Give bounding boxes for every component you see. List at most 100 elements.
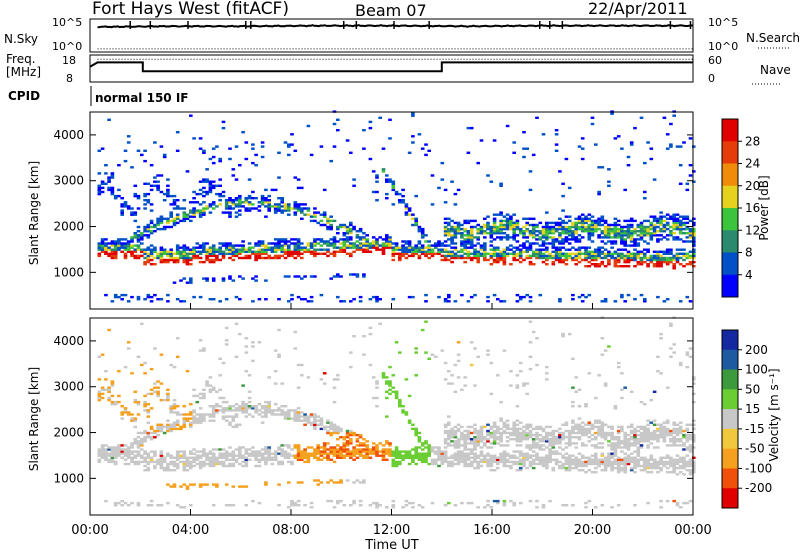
velocity-cell xyxy=(469,438,474,441)
power-cell xyxy=(146,192,151,196)
velocity-cell xyxy=(309,423,314,426)
velocity-cell xyxy=(247,405,252,408)
power-cell xyxy=(205,248,209,251)
power-cell xyxy=(267,199,271,202)
power-cell xyxy=(309,300,314,303)
velocity-cell xyxy=(388,388,392,391)
power-cell xyxy=(479,246,484,249)
velocity-cell xyxy=(332,431,337,435)
power-cell xyxy=(469,238,474,241)
power-cell xyxy=(561,238,565,241)
velocity-cell xyxy=(123,365,128,369)
power-cell xyxy=(283,209,288,212)
power-cell xyxy=(215,248,219,251)
power-cell xyxy=(672,225,676,229)
power-cell xyxy=(554,133,559,136)
power-cell xyxy=(629,223,634,227)
power-cell xyxy=(378,298,382,301)
power-cell xyxy=(371,295,376,299)
velocity-cell xyxy=(195,413,200,416)
velocity-cell xyxy=(375,452,379,455)
power-cell xyxy=(682,141,686,144)
velocity-cell xyxy=(665,471,670,474)
velocity-cell xyxy=(205,462,209,466)
velocity-cell xyxy=(538,460,543,464)
velocity-cell xyxy=(597,419,601,422)
power-cell xyxy=(342,225,347,229)
velocity-cell xyxy=(535,431,539,435)
power-cell xyxy=(466,232,471,235)
velocity-cell xyxy=(277,460,281,464)
velocity-cell xyxy=(545,456,549,459)
power-cell xyxy=(564,230,569,233)
velocity-cell xyxy=(629,460,634,464)
power-cell xyxy=(319,219,324,223)
power-cell xyxy=(381,250,386,253)
power-cell xyxy=(349,223,353,227)
power-cell xyxy=(107,176,111,179)
power-cell xyxy=(234,199,239,202)
velocity-cell xyxy=(293,446,298,449)
velocity-cell xyxy=(551,440,556,443)
velocity-cell xyxy=(558,438,562,441)
power-cell xyxy=(447,293,451,297)
power-cell xyxy=(584,248,588,251)
velocity-cell xyxy=(189,456,193,459)
power-cell xyxy=(466,242,471,245)
velocity-cell xyxy=(440,462,445,466)
power-cell xyxy=(649,254,654,258)
power-cell xyxy=(594,250,598,253)
power-cell xyxy=(221,242,226,245)
velocity-cell xyxy=(175,355,180,358)
power-cell xyxy=(437,248,441,251)
velocity-cell xyxy=(643,460,647,464)
power-cell xyxy=(303,246,307,249)
power-cell xyxy=(411,141,415,144)
power-cell xyxy=(607,260,611,264)
velocity-cell xyxy=(381,456,386,459)
velocity-cell xyxy=(443,378,448,381)
power-cell xyxy=(136,194,141,198)
velocity-cell xyxy=(564,462,569,466)
power-cell xyxy=(162,153,167,157)
velocity-cell xyxy=(273,403,278,406)
velocity-cell xyxy=(362,444,366,447)
velocity-cell xyxy=(221,454,226,457)
power-cell xyxy=(580,223,585,227)
velocity-cell xyxy=(535,456,539,459)
power-cell xyxy=(260,197,265,200)
velocity-cell xyxy=(277,446,281,449)
velocity-cell xyxy=(545,464,549,468)
velocity-cell xyxy=(234,458,239,461)
power-cell xyxy=(499,300,503,303)
power-cell xyxy=(234,252,239,255)
velocity-cell xyxy=(322,452,327,455)
power-cell xyxy=(486,232,490,235)
velocity-cell xyxy=(254,464,258,468)
velocity-cell xyxy=(224,483,229,486)
power-cell xyxy=(231,252,236,255)
velocity-cell xyxy=(434,462,438,466)
velocity-cell xyxy=(401,411,405,414)
velocity-cell xyxy=(656,460,660,464)
power-cell xyxy=(456,225,461,229)
velocity-cell xyxy=(149,458,154,461)
velocity-cell xyxy=(577,462,582,466)
velocity-cell xyxy=(564,442,569,445)
velocity-cell xyxy=(603,466,608,470)
power-cell xyxy=(195,201,200,204)
velocity-cell xyxy=(669,458,673,461)
velocity-cell xyxy=(623,442,627,445)
power-cell xyxy=(407,151,412,154)
power-cell xyxy=(149,232,154,235)
velocity-cell xyxy=(535,444,539,447)
velocity-cell xyxy=(639,433,644,437)
velocity-cell xyxy=(143,450,147,453)
power-cell xyxy=(362,250,366,253)
velocity-cell xyxy=(257,413,262,416)
power-cell xyxy=(469,244,474,247)
power-cell xyxy=(211,201,216,204)
power-cell xyxy=(665,234,670,237)
velocity-cell xyxy=(512,431,516,435)
power-cell xyxy=(97,254,102,258)
